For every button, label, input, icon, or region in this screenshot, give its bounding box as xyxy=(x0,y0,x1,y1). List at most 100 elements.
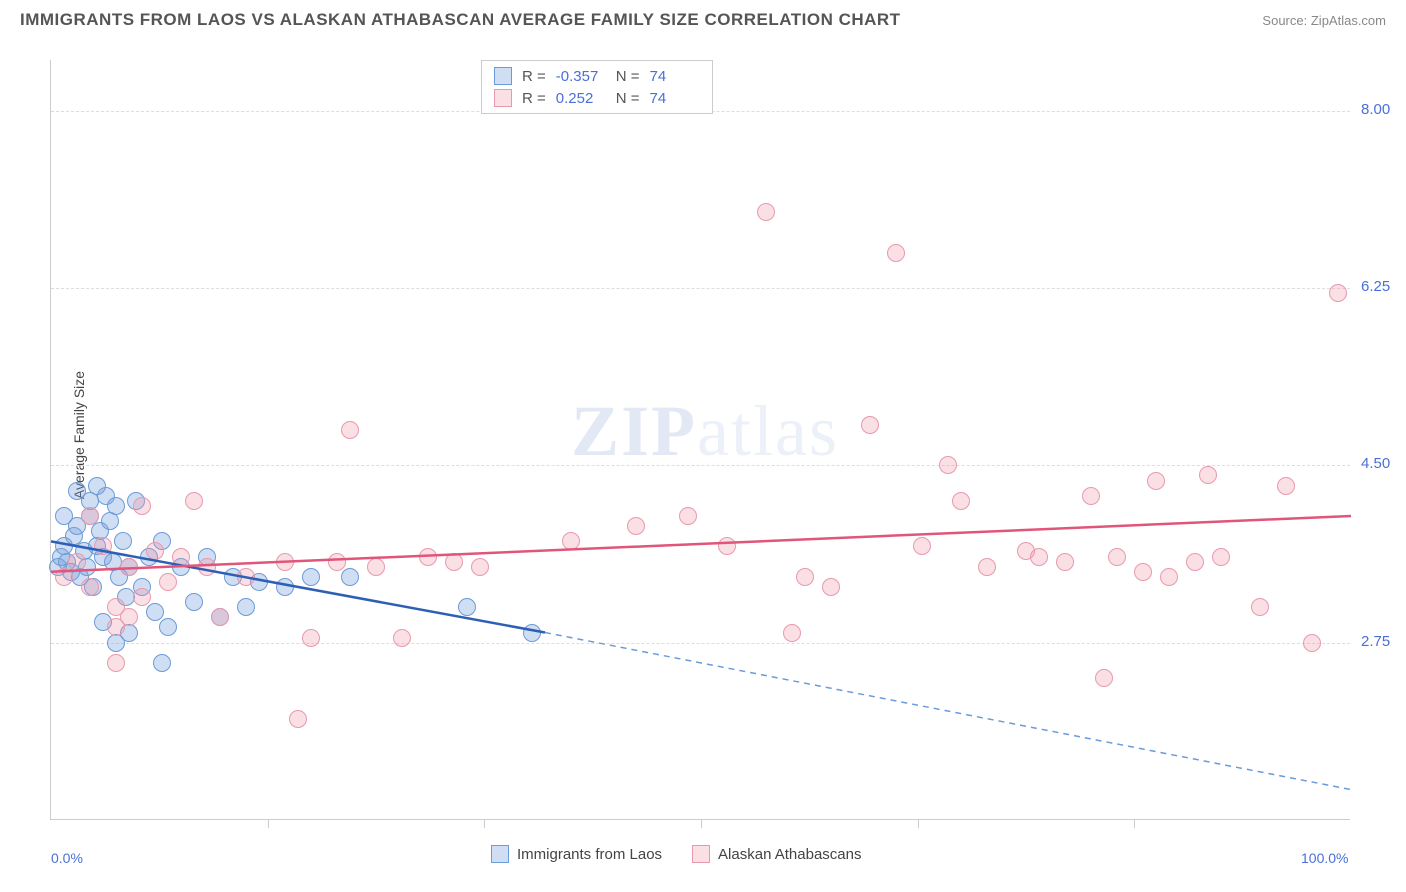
legend-label-athabascan: Alaskan Athabascans xyxy=(718,846,861,863)
n-label: N = xyxy=(616,90,640,107)
data-point-laos xyxy=(341,568,359,586)
data-point-athabascan xyxy=(978,558,996,576)
data-point-laos xyxy=(159,618,177,636)
data-point-athabascan xyxy=(796,568,814,586)
source-label: Source: xyxy=(1262,13,1307,28)
legend-swatch-athabascan xyxy=(692,845,710,863)
data-point-laos xyxy=(153,654,171,672)
n-value-laos: 74 xyxy=(650,68,700,85)
source-link[interactable]: ZipAtlas.com xyxy=(1311,13,1386,28)
data-point-athabascan xyxy=(211,608,229,626)
data-point-athabascan xyxy=(289,710,307,728)
data-point-athabascan xyxy=(679,507,697,525)
data-point-athabascan xyxy=(939,456,957,474)
stats-legend: R = -0.357 N = 74 R = 0.252 N = 74 xyxy=(481,60,713,114)
data-point-athabascan xyxy=(159,573,177,591)
x-tick xyxy=(918,820,919,828)
y-tick-label: 6.25 xyxy=(1361,278,1390,295)
y-tick-label: 2.75 xyxy=(1361,633,1390,650)
data-point-laos xyxy=(302,568,320,586)
chart-header: IMMIGRANTS FROM LAOS VS ALASKAN ATHABASC… xyxy=(0,0,1406,35)
legend-swatch-laos xyxy=(491,845,509,863)
legend-label-laos: Immigrants from Laos xyxy=(517,846,662,863)
watermark-left: ZIP xyxy=(571,391,697,471)
data-point-athabascan xyxy=(913,537,931,555)
gridline-h xyxy=(51,643,1350,644)
data-point-athabascan xyxy=(627,517,645,535)
data-point-athabascan xyxy=(1082,487,1100,505)
data-point-athabascan xyxy=(471,558,489,576)
data-point-laos xyxy=(276,578,294,596)
x-tick-label-right: 100.0% xyxy=(1301,850,1348,866)
data-point-athabascan xyxy=(952,492,970,510)
data-point-athabascan xyxy=(1108,548,1126,566)
legend-item-laos: Immigrants from Laos xyxy=(491,845,662,863)
data-point-laos xyxy=(146,603,164,621)
r-label: R = xyxy=(522,68,546,85)
data-point-athabascan xyxy=(185,492,203,510)
data-point-athabascan xyxy=(419,548,437,566)
data-point-athabascan xyxy=(302,629,320,647)
data-point-athabascan xyxy=(1056,553,1074,571)
data-point-laos xyxy=(237,598,255,616)
data-point-laos xyxy=(55,507,73,525)
x-tick-label-left: 0.0% xyxy=(51,850,83,866)
legend-item-athabascan: Alaskan Athabascans xyxy=(692,845,861,863)
swatch-laos xyxy=(494,67,512,85)
x-tick xyxy=(484,820,485,828)
data-point-athabascan xyxy=(1134,563,1152,581)
stats-row-athabascan: R = 0.252 N = 74 xyxy=(494,87,700,109)
stats-row-laos: R = -0.357 N = 74 xyxy=(494,65,700,87)
data-point-athabascan xyxy=(81,578,99,596)
data-point-athabascan xyxy=(94,537,112,555)
r-label: R = xyxy=(522,90,546,107)
scatter-chart: Average Family Size ZIPatlas 2.754.506.2… xyxy=(50,50,1370,820)
data-point-laos xyxy=(114,532,132,550)
data-point-athabascan xyxy=(1030,548,1048,566)
data-point-athabascan xyxy=(81,507,99,525)
trend-lines xyxy=(51,60,1351,820)
data-point-athabascan xyxy=(445,553,463,571)
data-point-athabascan xyxy=(1329,284,1347,302)
data-point-athabascan xyxy=(861,416,879,434)
data-point-laos xyxy=(523,624,541,642)
swatch-athabascan xyxy=(494,89,512,107)
data-point-athabascan xyxy=(55,568,73,586)
data-point-athabascan xyxy=(1095,669,1113,687)
n-label: N = xyxy=(616,68,640,85)
data-point-athabascan xyxy=(68,553,86,571)
data-point-athabascan xyxy=(133,497,151,515)
data-point-laos xyxy=(88,477,106,495)
data-point-athabascan xyxy=(1160,568,1178,586)
n-value-athabascan: 74 xyxy=(650,90,700,107)
y-tick-label: 4.50 xyxy=(1361,455,1390,472)
r-value-laos: -0.357 xyxy=(556,68,606,85)
data-point-athabascan xyxy=(237,568,255,586)
watermark-right: atlas xyxy=(697,391,839,471)
data-point-athabascan xyxy=(146,542,164,560)
data-point-athabascan xyxy=(783,624,801,642)
data-point-athabascan xyxy=(1277,477,1295,495)
data-point-athabascan xyxy=(887,244,905,262)
data-point-athabascan xyxy=(757,203,775,221)
source-attribution: Source: ZipAtlas.com xyxy=(1262,13,1386,28)
plot-area: ZIPatlas 2.754.506.258.000.0%100.0%R =-0… xyxy=(50,60,1350,820)
data-point-athabascan xyxy=(120,558,138,576)
r-value-athabascan: 0.252 xyxy=(556,90,606,107)
data-point-laos xyxy=(185,593,203,611)
data-point-athabascan xyxy=(133,588,151,606)
data-point-athabascan xyxy=(1199,466,1217,484)
x-legend: Immigrants from Laos Alaskan Athabascans xyxy=(491,845,861,863)
gridline-h xyxy=(51,465,1350,466)
data-point-laos xyxy=(458,598,476,616)
data-point-athabascan xyxy=(1147,472,1165,490)
x-tick xyxy=(701,820,702,828)
gridline-h xyxy=(51,288,1350,289)
data-point-athabascan xyxy=(276,553,294,571)
data-point-athabascan xyxy=(367,558,385,576)
data-point-athabascan xyxy=(198,558,216,576)
data-point-athabascan xyxy=(341,421,359,439)
data-point-athabascan xyxy=(120,608,138,626)
y-tick-label: 8.00 xyxy=(1361,101,1390,118)
x-tick xyxy=(1134,820,1135,828)
